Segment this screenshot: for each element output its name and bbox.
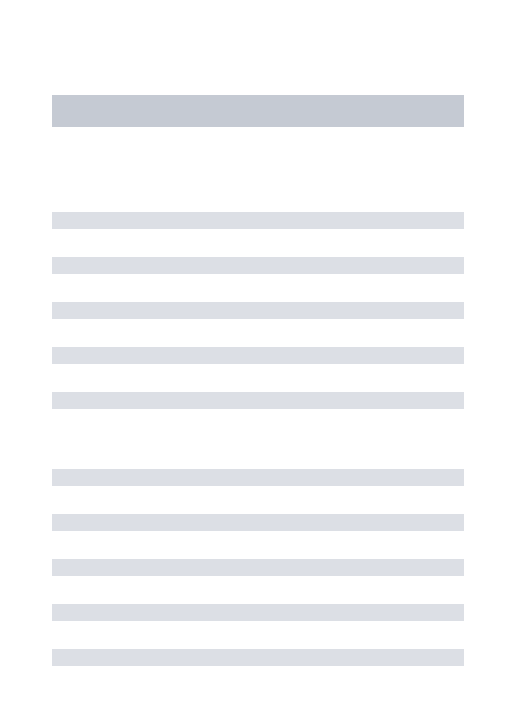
skeleton-line — [52, 392, 464, 409]
skeleton-section-2 — [52, 469, 464, 666]
skeleton-gap — [52, 437, 464, 469]
skeleton-line — [52, 347, 464, 364]
skeleton-line — [52, 514, 464, 531]
skeleton-header — [52, 95, 464, 127]
skeleton-line — [52, 469, 464, 486]
skeleton-line — [52, 649, 464, 666]
skeleton-line — [52, 212, 464, 229]
skeleton-container — [0, 0, 516, 666]
skeleton-line — [52, 559, 464, 576]
skeleton-line — [52, 257, 464, 274]
skeleton-section-1 — [52, 212, 464, 409]
skeleton-line — [52, 302, 464, 319]
skeleton-line — [52, 604, 464, 621]
